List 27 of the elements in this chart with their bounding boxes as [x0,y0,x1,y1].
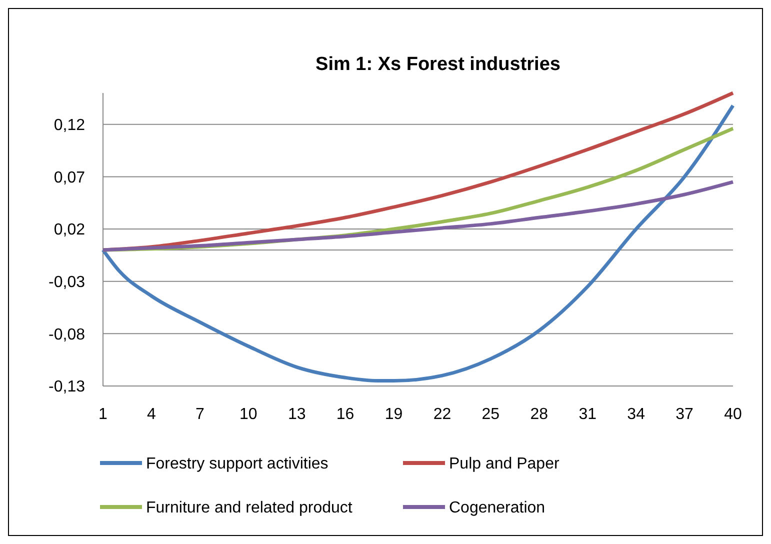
legend-label: Cogeneration [449,500,546,517]
y-tick-label: 0,07 [54,169,86,186]
y-tick-label: -0,03 [48,274,86,291]
x-tick-label: 31 [578,406,597,423]
line-series [101,104,735,383]
x-tick-label: 16 [336,406,354,423]
legend-label: Forestry support activities [146,456,328,473]
x-tick-label: 19 [384,406,403,423]
x-tick-label: 13 [288,406,306,423]
y-tick-label: 0,02 [54,222,86,239]
x-tick-label: 1 [98,406,108,423]
y-tick-label: 0,12 [54,116,86,134]
legend-label: Furniture and related product [146,500,353,517]
x-tick-label: 37 [676,406,694,423]
line-series [101,180,735,252]
y-tick-label: -0,13 [48,378,86,396]
legend-label: Pulp and Paper [449,456,560,473]
x-tick-label: 4 [147,406,156,423]
x-tick-label: 7 [195,406,204,423]
x-tick-label: 10 [239,406,258,423]
y-tick-label: -0,08 [48,326,86,344]
x-tick-label: 40 [724,406,742,423]
x-tick-label: 22 [433,406,452,423]
x-tick-label: 28 [530,406,548,423]
chart-title: Sim 1: Xs Forest industries [316,54,560,75]
x-tick-label: 25 [482,406,500,423]
x-tick-label: 34 [627,406,646,423]
